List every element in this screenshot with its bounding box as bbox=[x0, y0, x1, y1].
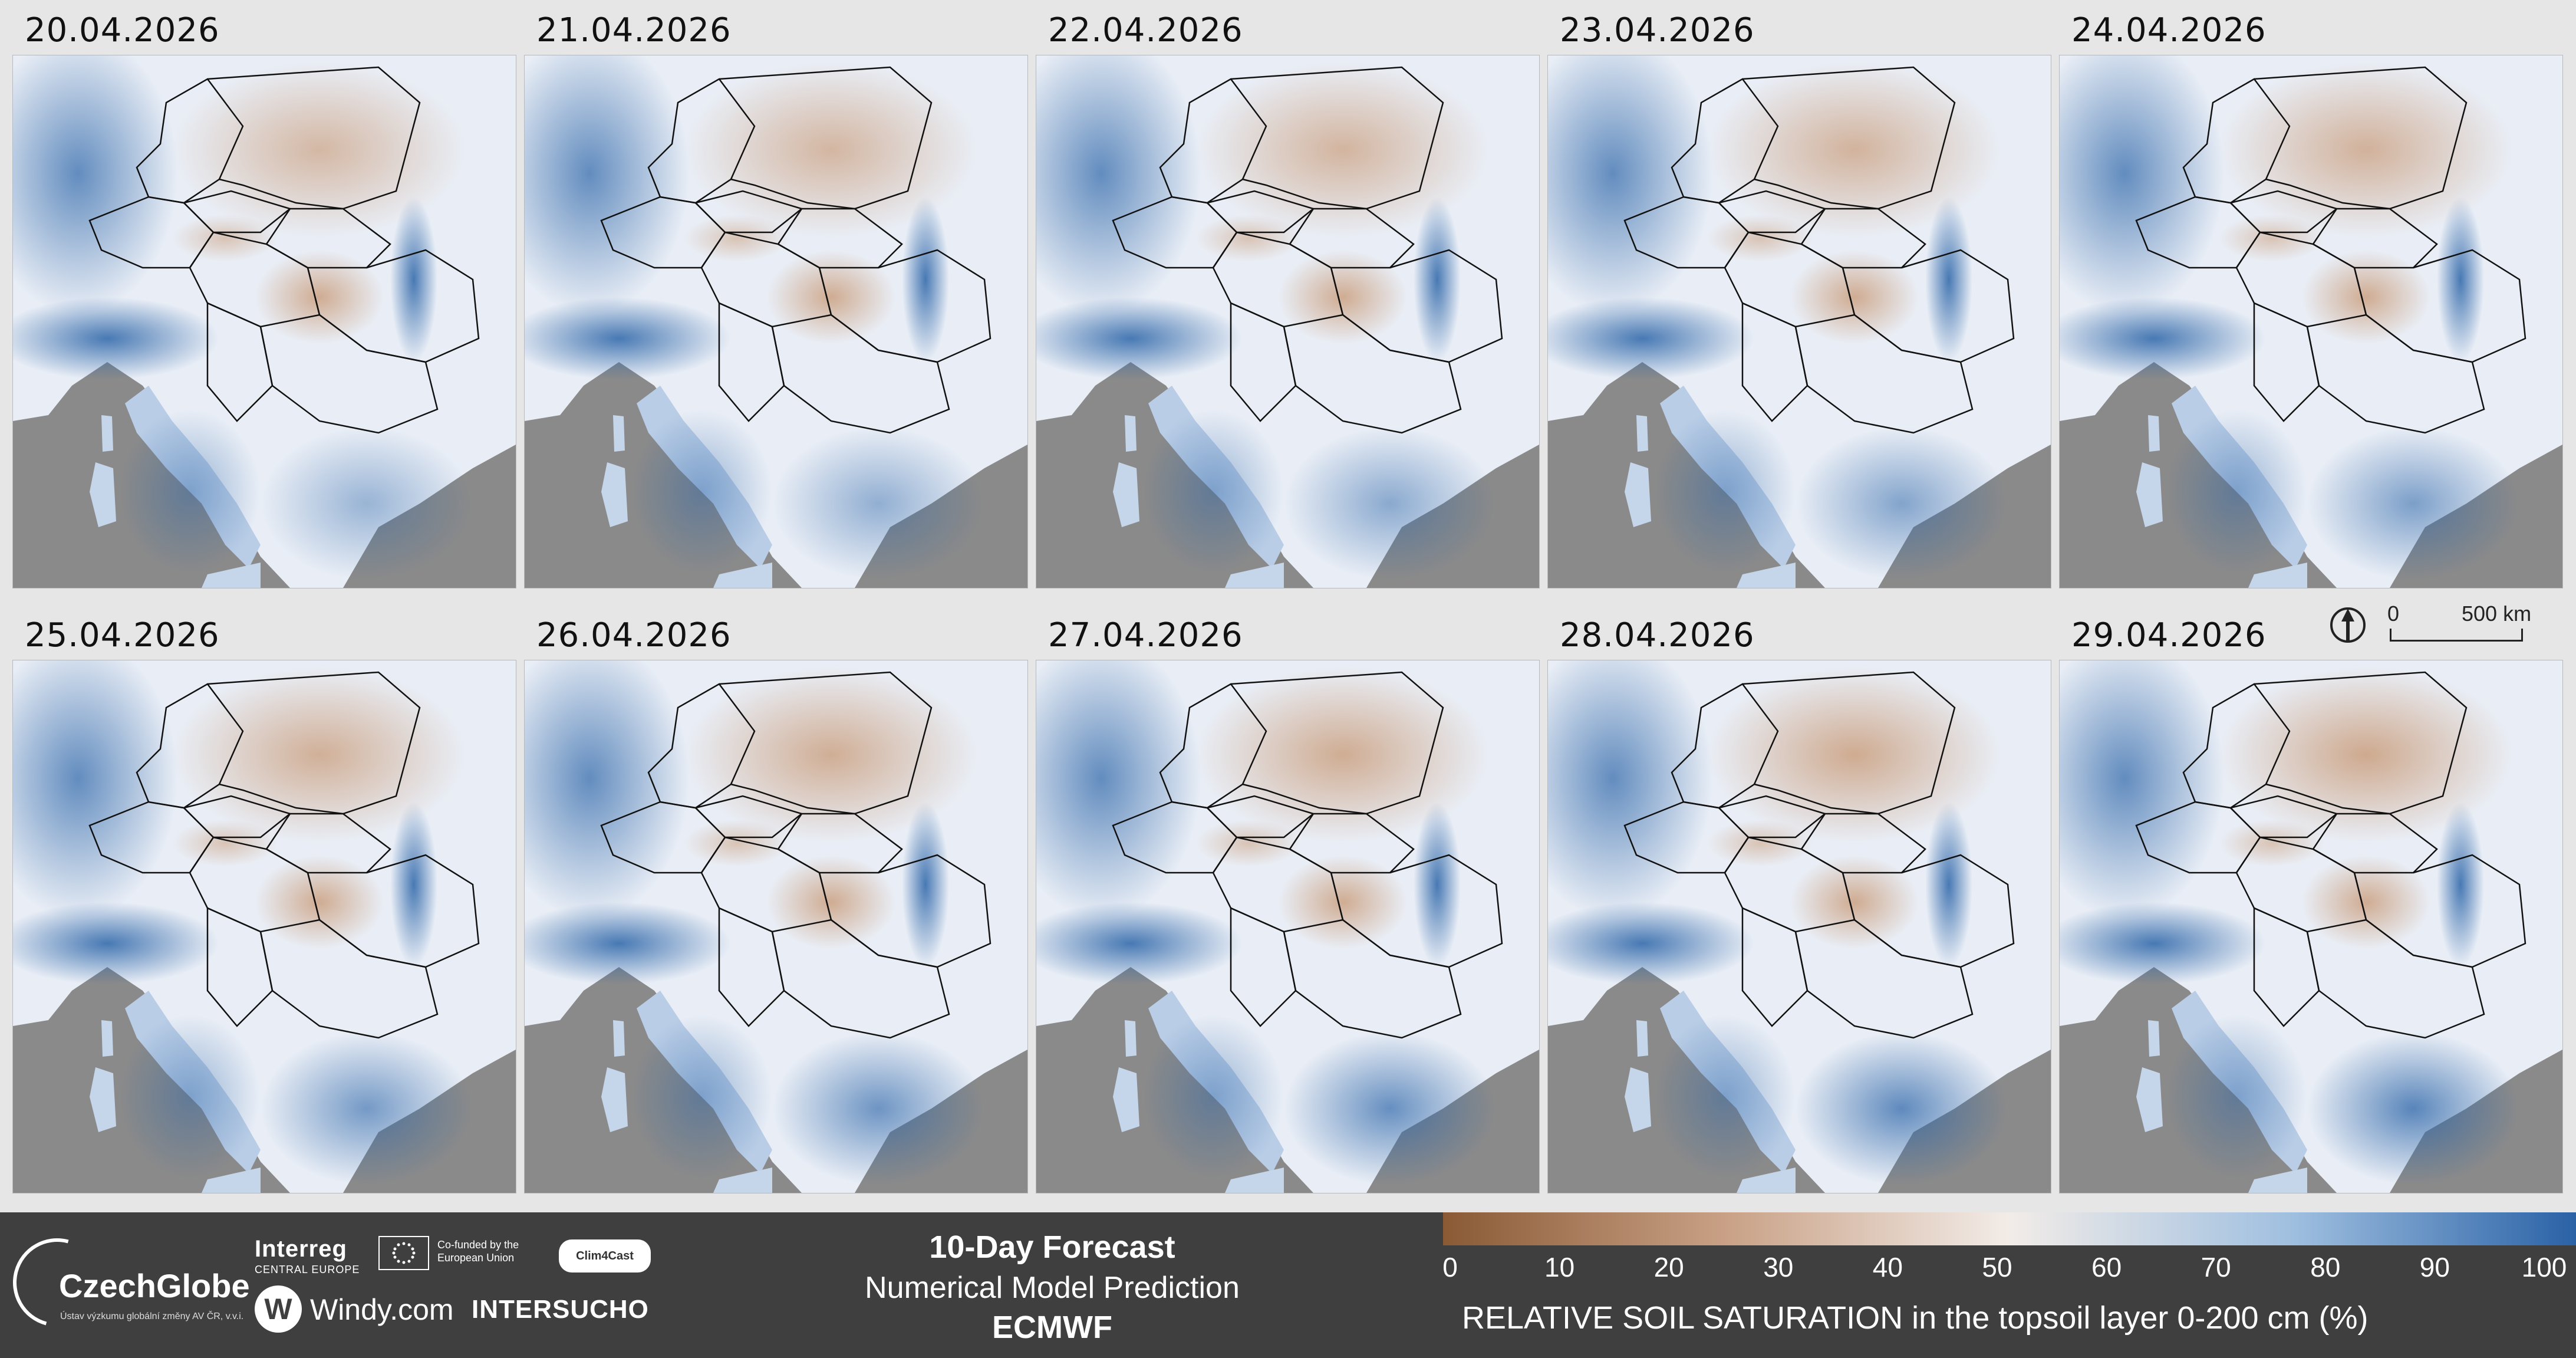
czechglobe-subtitle: Ústav výzkumu globální změny AV ČR, v.v.… bbox=[60, 1311, 244, 1321]
scale-distance-label: 500 km bbox=[2462, 601, 2532, 626]
colorbar-tick-label: 100 bbox=[2521, 1252, 2567, 1283]
interreg-logo[interactable]: Interreg CENTRAL EUROPE bbox=[255, 1236, 360, 1276]
soil-saturation-map bbox=[525, 660, 1027, 1193]
forecast-panel: 27.04.2026 bbox=[1036, 605, 1548, 1211]
colorbar-tick-label: 60 bbox=[2091, 1252, 2122, 1283]
panel-date: 20.04.2026 bbox=[25, 11, 220, 50]
forecast-info: 10-Day Forecast Numerical Model Predicti… bbox=[813, 1229, 1291, 1346]
soil-saturation-map bbox=[2060, 55, 2562, 588]
soil-saturation-map bbox=[1036, 55, 1539, 588]
colorbar bbox=[1443, 1212, 2576, 1245]
colorbar-tick-label: 90 bbox=[2419, 1252, 2450, 1283]
forecast-panel: 23.04.2026 bbox=[1548, 0, 2060, 606]
forecast-panel: 21.04.2026 bbox=[525, 0, 1036, 606]
soil-saturation-map bbox=[2060, 660, 2562, 1193]
soil-saturation-map bbox=[1548, 55, 2051, 588]
forecast-model: ECMWF bbox=[992, 1310, 1112, 1345]
eu-flag-icon bbox=[378, 1236, 429, 1270]
footer: CzechGlobe Ústav výzkumu globální změny … bbox=[0, 1212, 2576, 1358]
panel-date: 28.04.2026 bbox=[1560, 616, 1755, 655]
colorbar-tick-label: 10 bbox=[1544, 1252, 1575, 1283]
scale-bar-line bbox=[2390, 629, 2523, 642]
panel-date: 24.04.2026 bbox=[2071, 11, 2267, 50]
clim4cast-logo[interactable]: Clim4Cast bbox=[559, 1239, 651, 1272]
forecast-panel: 29.04.2026 bbox=[2060, 605, 2571, 1211]
forecast-panel: 28.04.2026 bbox=[1548, 605, 2060, 1211]
forecast-title: 10-Day Forecast bbox=[929, 1229, 1175, 1265]
colorbar-tick-label: 70 bbox=[2201, 1252, 2231, 1283]
forecast-subtitle: Numerical Model Prediction bbox=[865, 1271, 1240, 1305]
soil-saturation-map bbox=[13, 55, 516, 588]
panel-date: 26.04.2026 bbox=[536, 616, 732, 655]
interreg-region: CENTRAL EUROPE bbox=[255, 1264, 360, 1275]
interreg-name: Interreg bbox=[255, 1236, 347, 1262]
scale-zero-label: 0 bbox=[2387, 601, 2400, 626]
panel-date: 29.04.2026 bbox=[2071, 616, 2267, 655]
scale-bar: 0 500 km bbox=[2328, 601, 2564, 653]
colorbar-tick-label: 40 bbox=[1872, 1252, 1903, 1283]
forecast-panel: 24.04.2026 bbox=[2060, 0, 2571, 606]
forecast-panel: 26.04.2026 bbox=[525, 605, 1036, 1211]
colorbar-tick-label: 30 bbox=[1763, 1252, 1794, 1283]
czechglobe-name: CzechGlobe bbox=[59, 1267, 250, 1304]
panel-date: 23.04.2026 bbox=[1560, 11, 1755, 50]
soil-saturation-map bbox=[525, 55, 1027, 588]
forecast-panel: 25.04.2026 bbox=[13, 605, 525, 1211]
panel-date: 27.04.2026 bbox=[1048, 616, 1243, 655]
eu-cofunded-text: Co-funded by the European Union bbox=[437, 1239, 519, 1264]
colorbar-tick-label: 80 bbox=[2310, 1252, 2341, 1283]
forecast-panel: 20.04.2026 bbox=[13, 0, 525, 606]
intersucho-logo[interactable]: INTERSUCHO bbox=[472, 1295, 649, 1324]
colorbar-tick-label: 20 bbox=[1653, 1252, 1684, 1283]
soil-saturation-map bbox=[1548, 660, 2051, 1193]
colorbar-ticks: 0 10 20 30 40 50 60 70 80 90 100 bbox=[1442, 1251, 2567, 1287]
windy-name: Windy.com bbox=[310, 1293, 454, 1326]
windy-icon: W bbox=[255, 1285, 302, 1333]
colorbar-tick-label: 50 bbox=[1982, 1252, 2012, 1283]
colorbar-label: RELATIVE SOIL SATURATION in the topsoil … bbox=[1462, 1300, 2369, 1336]
panel-date: 22.04.2026 bbox=[1048, 11, 1243, 50]
soil-saturation-map bbox=[13, 660, 516, 1193]
colorbar-tick-label: 0 bbox=[1442, 1252, 1458, 1283]
soil-saturation-map bbox=[1036, 660, 1539, 1193]
north-arrow-icon bbox=[2330, 607, 2366, 643]
forecast-panel: 22.04.2026 bbox=[1036, 0, 1548, 606]
czechglobe-logo[interactable]: CzechGlobe Ústav výzkumu globální změny … bbox=[0, 1222, 250, 1350]
panel-date: 21.04.2026 bbox=[536, 11, 732, 50]
panel-date: 25.04.2026 bbox=[25, 616, 220, 655]
